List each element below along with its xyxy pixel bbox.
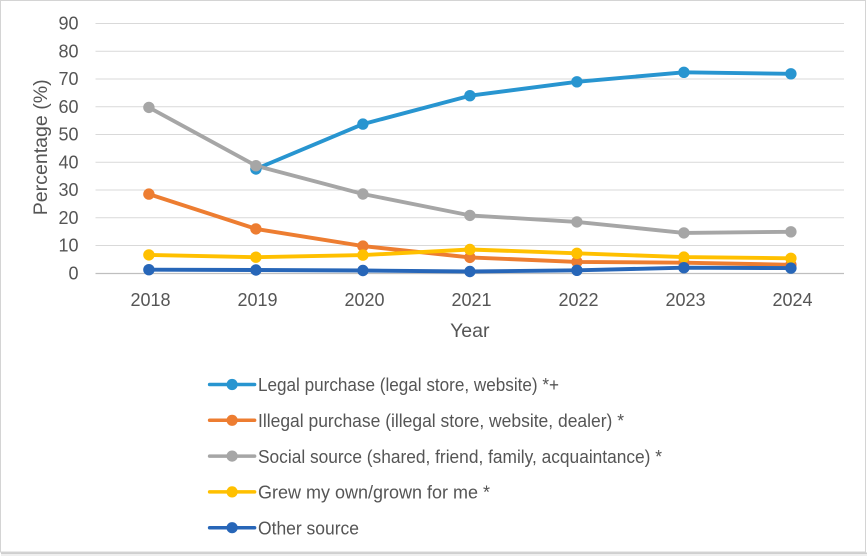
svg-text:2023: 2023	[665, 290, 705, 310]
svg-text:2018: 2018	[130, 290, 170, 310]
svg-text:2022: 2022	[558, 290, 598, 310]
svg-text:Social source (shared, friend,: Social source (shared, friend, family, a…	[258, 446, 662, 467]
svg-text:40: 40	[58, 153, 78, 173]
svg-text:50: 50	[58, 125, 78, 145]
svg-text:Illegal purchase (illegal stor: Illegal purchase (illegal store, website…	[258, 410, 624, 431]
svg-text:2021: 2021	[451, 290, 491, 310]
svg-text:2020: 2020	[344, 290, 384, 310]
svg-text:10: 10	[58, 236, 78, 256]
svg-text:70: 70	[58, 69, 78, 89]
svg-text:0: 0	[68, 264, 78, 284]
svg-text:20: 20	[58, 208, 78, 228]
svg-text:80: 80	[58, 42, 78, 62]
svg-text:2024: 2024	[772, 290, 812, 310]
svg-text:90: 90	[58, 14, 78, 34]
svg-text:Legal purchase (legal store, w: Legal purchase (legal store, website) *+	[258, 374, 559, 395]
svg-text:Other source: Other source	[258, 517, 359, 538]
svg-text:60: 60	[58, 97, 78, 117]
svg-text:Percentage (%): Percentage (%)	[30, 79, 52, 215]
svg-text:Year: Year	[450, 320, 490, 342]
svg-text:2019: 2019	[237, 290, 277, 310]
svg-text:Grew my own/grown for me *: Grew my own/grown for me *	[258, 482, 490, 503]
svg-text:30: 30	[58, 180, 78, 200]
